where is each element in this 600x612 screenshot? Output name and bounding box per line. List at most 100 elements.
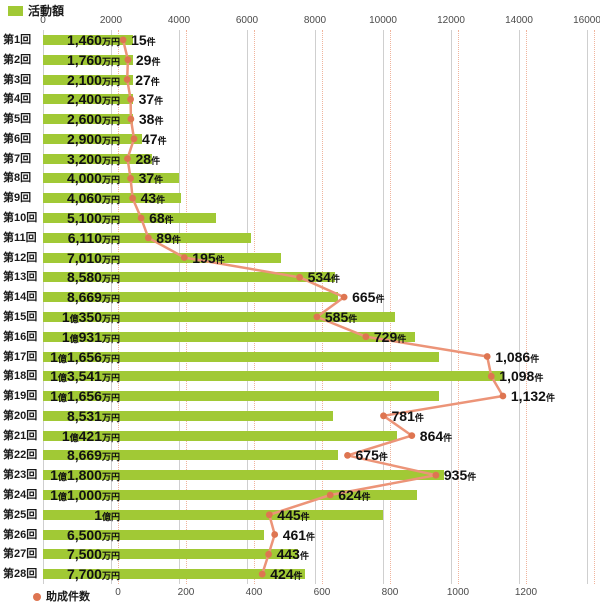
top-axis-tick-label: 14000 (505, 15, 533, 26)
activity-amount-label: 1億1,656万円 (50, 388, 120, 404)
category-label: 第2回 (3, 53, 32, 66)
grant-count-label: 461件 (282, 526, 316, 543)
category-label: 第12回 (3, 251, 38, 264)
category-label: 第20回 (3, 409, 38, 422)
grant-count-label: 445件 (277, 506, 310, 523)
bottom-axis-gridline (458, 30, 459, 584)
category-label: 第17回 (3, 350, 38, 363)
grant-count-label: 15件 (131, 31, 156, 48)
activity-amount-label: 1億421万円 (61, 427, 120, 444)
bottom-axis-tick-label: 400 (245, 587, 263, 598)
activity-bar (43, 153, 152, 164)
activity-amount-label: 1億350万円 (61, 308, 120, 325)
grant-count-label: 781件 (391, 407, 424, 424)
activity-bar (43, 74, 133, 85)
activity-bar (43, 34, 133, 45)
top-axis-tick-label: 12000 (437, 15, 465, 26)
top-axis-tick-label: 8000 (303, 15, 327, 26)
category-label: 第1回 (3, 33, 32, 46)
activity-amount-label: 3,200万円 (66, 150, 120, 167)
category-label: 第7回 (3, 152, 32, 165)
grant-count-label: 27件 (135, 71, 160, 88)
activity-amount-label: 6,500万円 (66, 526, 120, 543)
grant-count-marker (340, 293, 348, 301)
grant-count-label: 1,098件 (499, 368, 544, 385)
activity-amount-label: 1,460万円 (66, 31, 120, 48)
grant-count-label: 37件 (138, 91, 164, 108)
activity-bar (43, 133, 142, 144)
top-axis-tick-label: 6000 (235, 15, 259, 26)
bottom-axis-gridline (390, 30, 391, 584)
grant-count-label: 37件 (138, 170, 164, 187)
grant-count-label: 675件 (355, 447, 388, 464)
bottom-axis-tick-label: 200 (177, 587, 195, 598)
top-axis-tick-label: 2000 (99, 15, 123, 26)
grant-count-label: 729件 (373, 328, 407, 345)
activity-bar (43, 173, 179, 184)
grant-count-label: 935件 (443, 467, 477, 484)
grant-count-marker (271, 531, 279, 538)
category-label: 第9回 (3, 192, 32, 205)
grant-count-label: 38件 (138, 111, 164, 127)
activity-amount-label: 2,900万円 (66, 130, 120, 147)
grant-count-label: 1,132件 (510, 388, 555, 404)
bottom-axis-gridline (254, 30, 255, 584)
bottom-axis-tick-label: 600 (313, 587, 331, 598)
category-label: 第28回 (3, 568, 38, 581)
category-label: 第23回 (3, 469, 38, 482)
category-label: 第22回 (3, 449, 38, 462)
bottom-axis-tick-label: 1000 (446, 587, 470, 598)
category-label: 第8回 (3, 172, 32, 185)
activity-amount-label: 8,669万円 (66, 289, 120, 306)
legend-grant-count-label: 助成件数 (46, 591, 90, 603)
bottom-axis-gridline (186, 30, 187, 584)
legend-activity-amount: 活動額 (8, 4, 64, 18)
category-label: 第26回 (3, 528, 38, 541)
activity-amount-label: 4,060万円 (66, 190, 120, 207)
activity-bar (43, 54, 133, 65)
activity-amount-label: 7,010万円 (66, 249, 120, 266)
top-axis-gridline (587, 30, 588, 584)
category-label: 第4回 (3, 93, 32, 106)
bottom-axis-tick-label: 0 (115, 587, 121, 598)
activity-amount-label: 7,500万円 (66, 546, 120, 563)
category-label: 第21回 (3, 429, 38, 442)
top-axis-gridline (43, 30, 44, 584)
top-axis-gridline (519, 30, 520, 584)
activity-amount-label: 7,700万円 (66, 566, 120, 583)
grant-count-marker (344, 452, 351, 459)
legend-grant-count: 助成件数 (33, 590, 90, 604)
activity-bar (43, 193, 181, 204)
bottom-axis-gridline (322, 30, 323, 584)
grant-count-label: 864件 (419, 427, 453, 444)
category-label: 第25回 (3, 508, 38, 521)
activity-amount-label: 1億1,800万円 (50, 467, 120, 484)
grant-count-label: 89件 (156, 229, 181, 246)
activity-amount-label: 1億931万円 (61, 328, 120, 345)
grant-count-label: 424件 (270, 566, 303, 583)
category-label: 第11回 (3, 231, 37, 244)
bottom-axis-tick-label: 800 (381, 587, 399, 598)
category-label: 第15回 (3, 310, 38, 323)
grant-count-label: 665件 (352, 289, 385, 306)
top-axis-gridline (247, 30, 248, 584)
activity-amount-label: 8,580万円 (66, 269, 120, 286)
category-label: 第14回 (3, 291, 38, 304)
activity-amount-label: 1,760万円 (66, 51, 120, 68)
grant-count-dot (33, 593, 41, 601)
bottom-axis-gridline (526, 30, 527, 584)
activity-amount-label: 6,110万円 (67, 229, 120, 246)
activity-amount-label: 8,669万円 (66, 447, 120, 464)
category-label: 第5回 (3, 113, 32, 125)
grant-count-label: 29件 (135, 51, 161, 68)
grant-count-label: 68件 (149, 210, 174, 226)
category-label: 第16回 (3, 330, 38, 343)
grant-count-marker (408, 432, 416, 439)
top-axis-gridline (451, 30, 452, 584)
activity-amount-label: 5,100万円 (66, 210, 120, 226)
grant-count-label: 624件 (338, 487, 371, 503)
grant-count-label: 43件 (140, 190, 166, 207)
bottom-axis-gridline (594, 30, 595, 584)
grant-count-label: 585件 (324, 308, 358, 325)
